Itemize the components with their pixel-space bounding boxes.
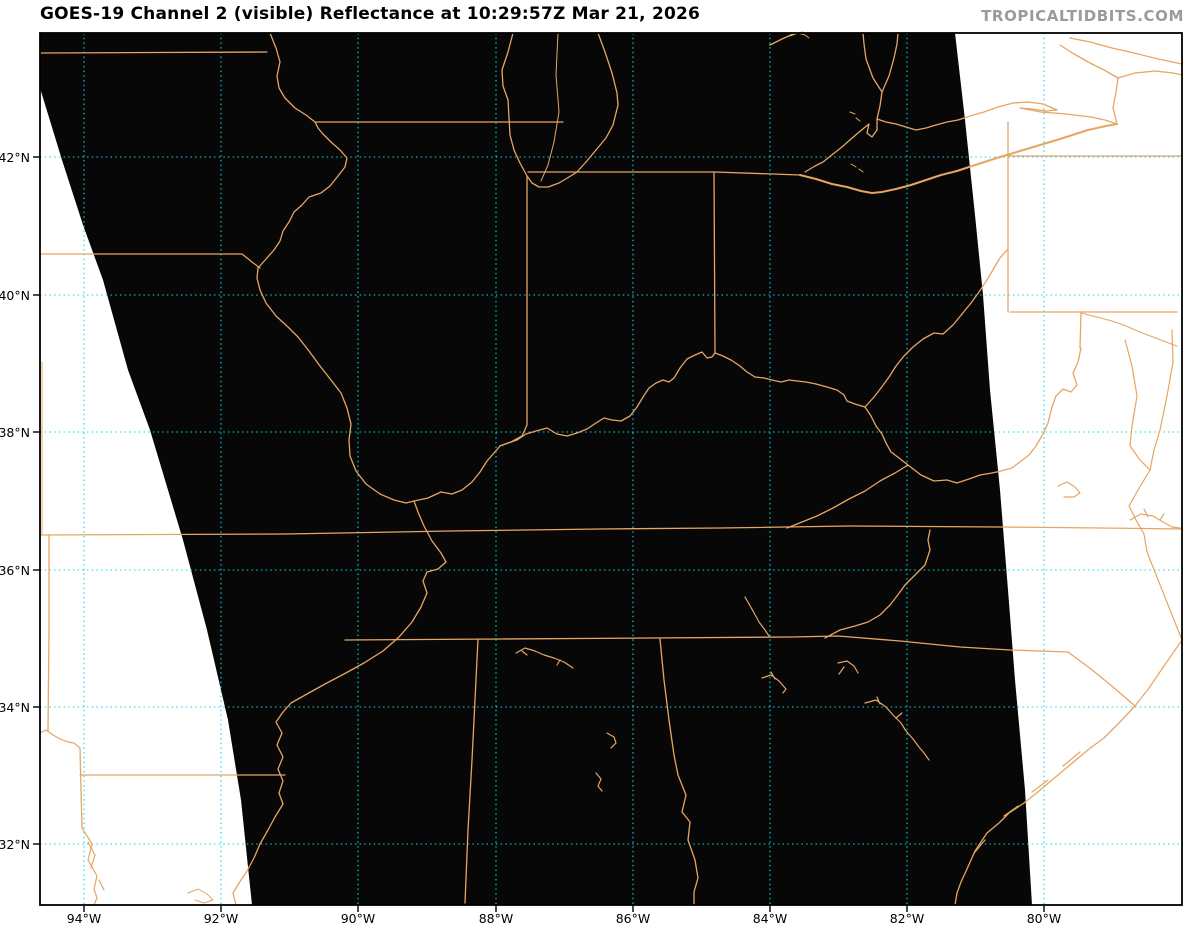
river-detroit-st-clair-west (862, 32, 883, 120)
river-st-clair-east (881, 32, 899, 93)
map-boundaries (39, 31, 1183, 906)
label-lat-38n: 38°N (0, 425, 30, 440)
watermark-tropicaltidbits: TROPICALTIDBITS.COM (981, 7, 1184, 25)
state-line-iowa-missouri (39, 253, 261, 269)
plot-frame (39, 32, 1183, 906)
squiggle-james-headwater (1057, 481, 1081, 498)
state-line-oklahoma-arkansas (47, 534, 50, 732)
label-lon-86w: 86°W (616, 911, 651, 926)
river-red-braided (81, 827, 105, 906)
label-lat-36n: 36°N (0, 563, 30, 578)
peninsula-delmarva-east (1149, 329, 1174, 471)
state-line-mississippi-alabama (464, 638, 479, 904)
barrier-islands (974, 751, 1081, 853)
river-tennessee-bigbend (744, 596, 770, 637)
axis-labels: 42°N 40°N 38°N 36°N 34°N 32°N 94°W 92°W … (0, 150, 1061, 926)
border-kentucky-virginia (786, 464, 909, 529)
label-lon-94w: 94°W (67, 911, 102, 926)
squiggle-tombigbee-2 (595, 772, 603, 792)
label-lon-84w: 84°W (753, 911, 788, 926)
squiggle-weiss-coosa (864, 696, 930, 761)
river-potomac (1080, 312, 1178, 347)
label-lat-40n: 40°N (0, 288, 30, 303)
lake-michigan-east-shore (576, 32, 619, 173)
lake-erie-islands (849, 111, 864, 173)
lake-michigan-state-line (540, 32, 560, 182)
state-line-alabama-georgia (659, 638, 699, 906)
lake-erie-south-shore (799, 123, 1118, 194)
atlantic-coast-south (954, 705, 1136, 906)
river-ohio (413, 351, 866, 502)
label-lat-42n: 42°N (0, 150, 30, 165)
squiggle-chickamauga (837, 660, 859, 675)
river-red-jog (39, 729, 81, 749)
lake-ontario-north-shore (1069, 37, 1183, 65)
label-lon-88w: 88°W (479, 911, 514, 926)
label-lon-82w: 82°W (890, 911, 925, 926)
squiggle-guntersville (761, 671, 787, 694)
state-line-michigan-indiana-ohio (527, 171, 801, 176)
state-line-indiana-ohio (713, 171, 716, 354)
squiggle-kerr-lake (1129, 508, 1181, 529)
river-oxbow-lake (187, 888, 214, 904)
label-lon-92w: 92°W (204, 911, 239, 926)
river-mississippi (232, 32, 447, 906)
state-line-35n-tn-ms-al-ga (344, 635, 1069, 653)
state-line-texas-arkansas (79, 747, 83, 829)
border-kentucky-westvirginia-bigsandy (864, 406, 909, 466)
state-line-iowa-minnesota (39, 51, 268, 54)
label-lon-80w: 80°W (1027, 911, 1062, 926)
squiggle-tombigbee-1 (606, 732, 617, 749)
state-line-maryland-west (1079, 312, 1082, 349)
lake-erie-north-west-shore (804, 101, 1118, 173)
page-title: GOES-19 Channel 2 (visible) Reflectance … (40, 4, 701, 24)
axis-ticks (33, 156, 1045, 912)
lake-michigan-west-shore (501, 32, 528, 177)
river-ohio-upper-wv-border (864, 249, 1008, 408)
lake-michigan-south-shore (526, 171, 578, 188)
label-lat-34n: 34°N (0, 700, 30, 715)
border-virginia-westvirginia (907, 347, 1082, 484)
label-lon-90w: 90°W (341, 911, 376, 926)
bay-chesapeake-west-shore (1124, 339, 1151, 471)
state-line-36-5n-ar-mo-ky-tn-va-nc (39, 525, 1183, 536)
lake-ontario-south-shore (1059, 44, 1183, 79)
shoreline-saginaw-bit (789, 32, 810, 39)
border-tennessee-northcarolina (824, 529, 931, 639)
label-lat-32n: 32°N (0, 837, 30, 852)
border-nc-sc-to-coast (1067, 651, 1136, 707)
river-niagara (1112, 77, 1119, 125)
river-tennessee-pickwick (515, 647, 574, 669)
atlantic-coast-north (1128, 469, 1183, 707)
